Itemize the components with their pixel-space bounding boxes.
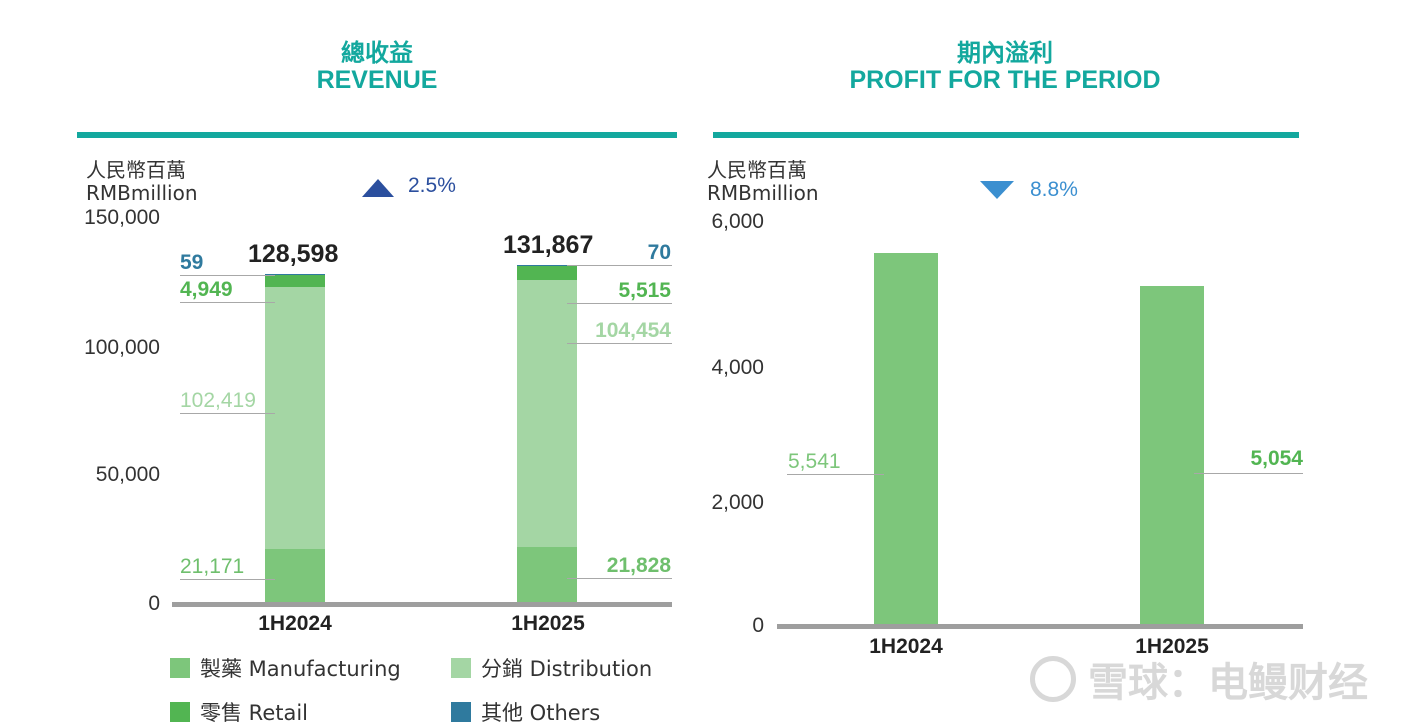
legend-swatch	[451, 702, 471, 722]
revenue-top-rule	[77, 132, 677, 138]
watermark-text: 雪球：电鳗财经	[1088, 660, 1368, 706]
revenue-data-label: 5,515	[618, 278, 671, 302]
profit-category-label: 1H2024	[869, 635, 943, 658]
revenue-category-label: 1H2024	[258, 612, 332, 635]
profit-bar	[874, 252, 938, 626]
revenue-ytick: 100,000	[84, 336, 160, 359]
revenue-ytick: 50,000	[95, 463, 160, 486]
snowball-logo-icon	[1030, 656, 1076, 702]
revenue-unit-zh: 人民幣百萬	[86, 158, 186, 182]
revenue-total-label: 131,867	[503, 231, 594, 260]
revenue-ytick: 150,000	[84, 206, 160, 229]
profit-change-label: 8.8%	[1030, 178, 1078, 201]
up-triangle-icon	[362, 179, 394, 197]
revenue-leader-line	[567, 265, 672, 267]
profit-x-axis	[777, 624, 1303, 629]
revenue-leader-line	[567, 343, 672, 345]
revenue-total-label: 128,598	[248, 239, 339, 268]
revenue-data-label: 21,828	[606, 554, 671, 578]
profit-ytick: 6,000	[711, 210, 764, 233]
profit-leader-line	[787, 474, 884, 475]
profit-title-zh: 期內溢利	[957, 39, 1053, 67]
profit-bar	[1140, 285, 1204, 626]
profit-ytick: 2,000	[711, 491, 764, 514]
profit-unit-en: RMBmillion	[707, 181, 819, 205]
legend-item-others: 其他 Others	[451, 697, 600, 727]
revenue-bar-segment	[265, 273, 325, 287]
legend-item-retail: 零售 Retail	[170, 697, 308, 727]
legend-label: 製藥 Manufacturing	[200, 657, 401, 681]
legend-item-distribution: 分銷 Distribution	[451, 653, 652, 683]
revenue-data-label: 21,171	[180, 554, 245, 578]
revenue-leader-line	[180, 578, 275, 580]
legend-swatch	[170, 702, 190, 722]
down-triangle-icon	[980, 181, 1014, 199]
revenue-leader-line	[567, 302, 672, 304]
revenue-leader-line	[180, 274, 275, 276]
revenue-ytick: 0	[148, 592, 160, 615]
revenue-leader-line	[567, 578, 672, 580]
revenue-bar-segment	[265, 286, 325, 549]
legend-swatch	[451, 658, 471, 678]
profit-top-rule	[713, 132, 1299, 138]
revenue-bar-segment	[517, 279, 577, 548]
revenue-bar-segment	[265, 548, 325, 603]
revenue-x-axis	[172, 602, 672, 607]
legend-label: 分銷 Distribution	[481, 657, 653, 681]
profit-data-label: 5,054	[1250, 447, 1303, 470]
revenue-bar-segment	[265, 273, 325, 275]
revenue-data-label: 104,454	[595, 319, 671, 343]
revenue-leader-line	[180, 302, 275, 304]
revenue-category-label: 1H2025	[511, 612, 585, 635]
revenue-bar-segment	[517, 265, 577, 267]
legend-label: 零售 Retail	[200, 701, 309, 725]
revenue-bar-segment	[517, 547, 577, 603]
legend-label: 其他 Others	[481, 701, 601, 725]
revenue-data-label: 70	[647, 241, 671, 265]
revenue-data-label: 4,949	[180, 278, 233, 302]
legend-item-manufacturing: 製藥 Manufacturing	[170, 653, 401, 683]
watermark: 雪球：电鳗财经	[1030, 650, 1368, 708]
profit-title-en: PROFIT FOR THE PERIOD	[849, 66, 1161, 94]
revenue-change-label: 2.5%	[408, 174, 456, 197]
profit-data-label: 5,541	[788, 450, 841, 473]
revenue-data-label: 59	[180, 250, 204, 274]
profit-ytick: 4,000	[711, 356, 764, 379]
profit-unit-zh: 人民幣百萬	[707, 158, 807, 182]
revenue-data-label: 102,419	[180, 388, 256, 412]
profit-leader-line	[1194, 473, 1303, 474]
revenue-leader-line	[180, 412, 275, 414]
revenue-title-en: REVENUE	[316, 66, 438, 94]
profit-category-label: 1H2025	[1135, 635, 1209, 658]
revenue-unit-en: RMBmillion	[86, 181, 198, 205]
revenue-title-zh: 總收益	[341, 39, 413, 67]
profit-ytick: 0	[752, 614, 764, 637]
legend-swatch	[170, 658, 190, 678]
revenue-bar-segment	[517, 265, 577, 280]
